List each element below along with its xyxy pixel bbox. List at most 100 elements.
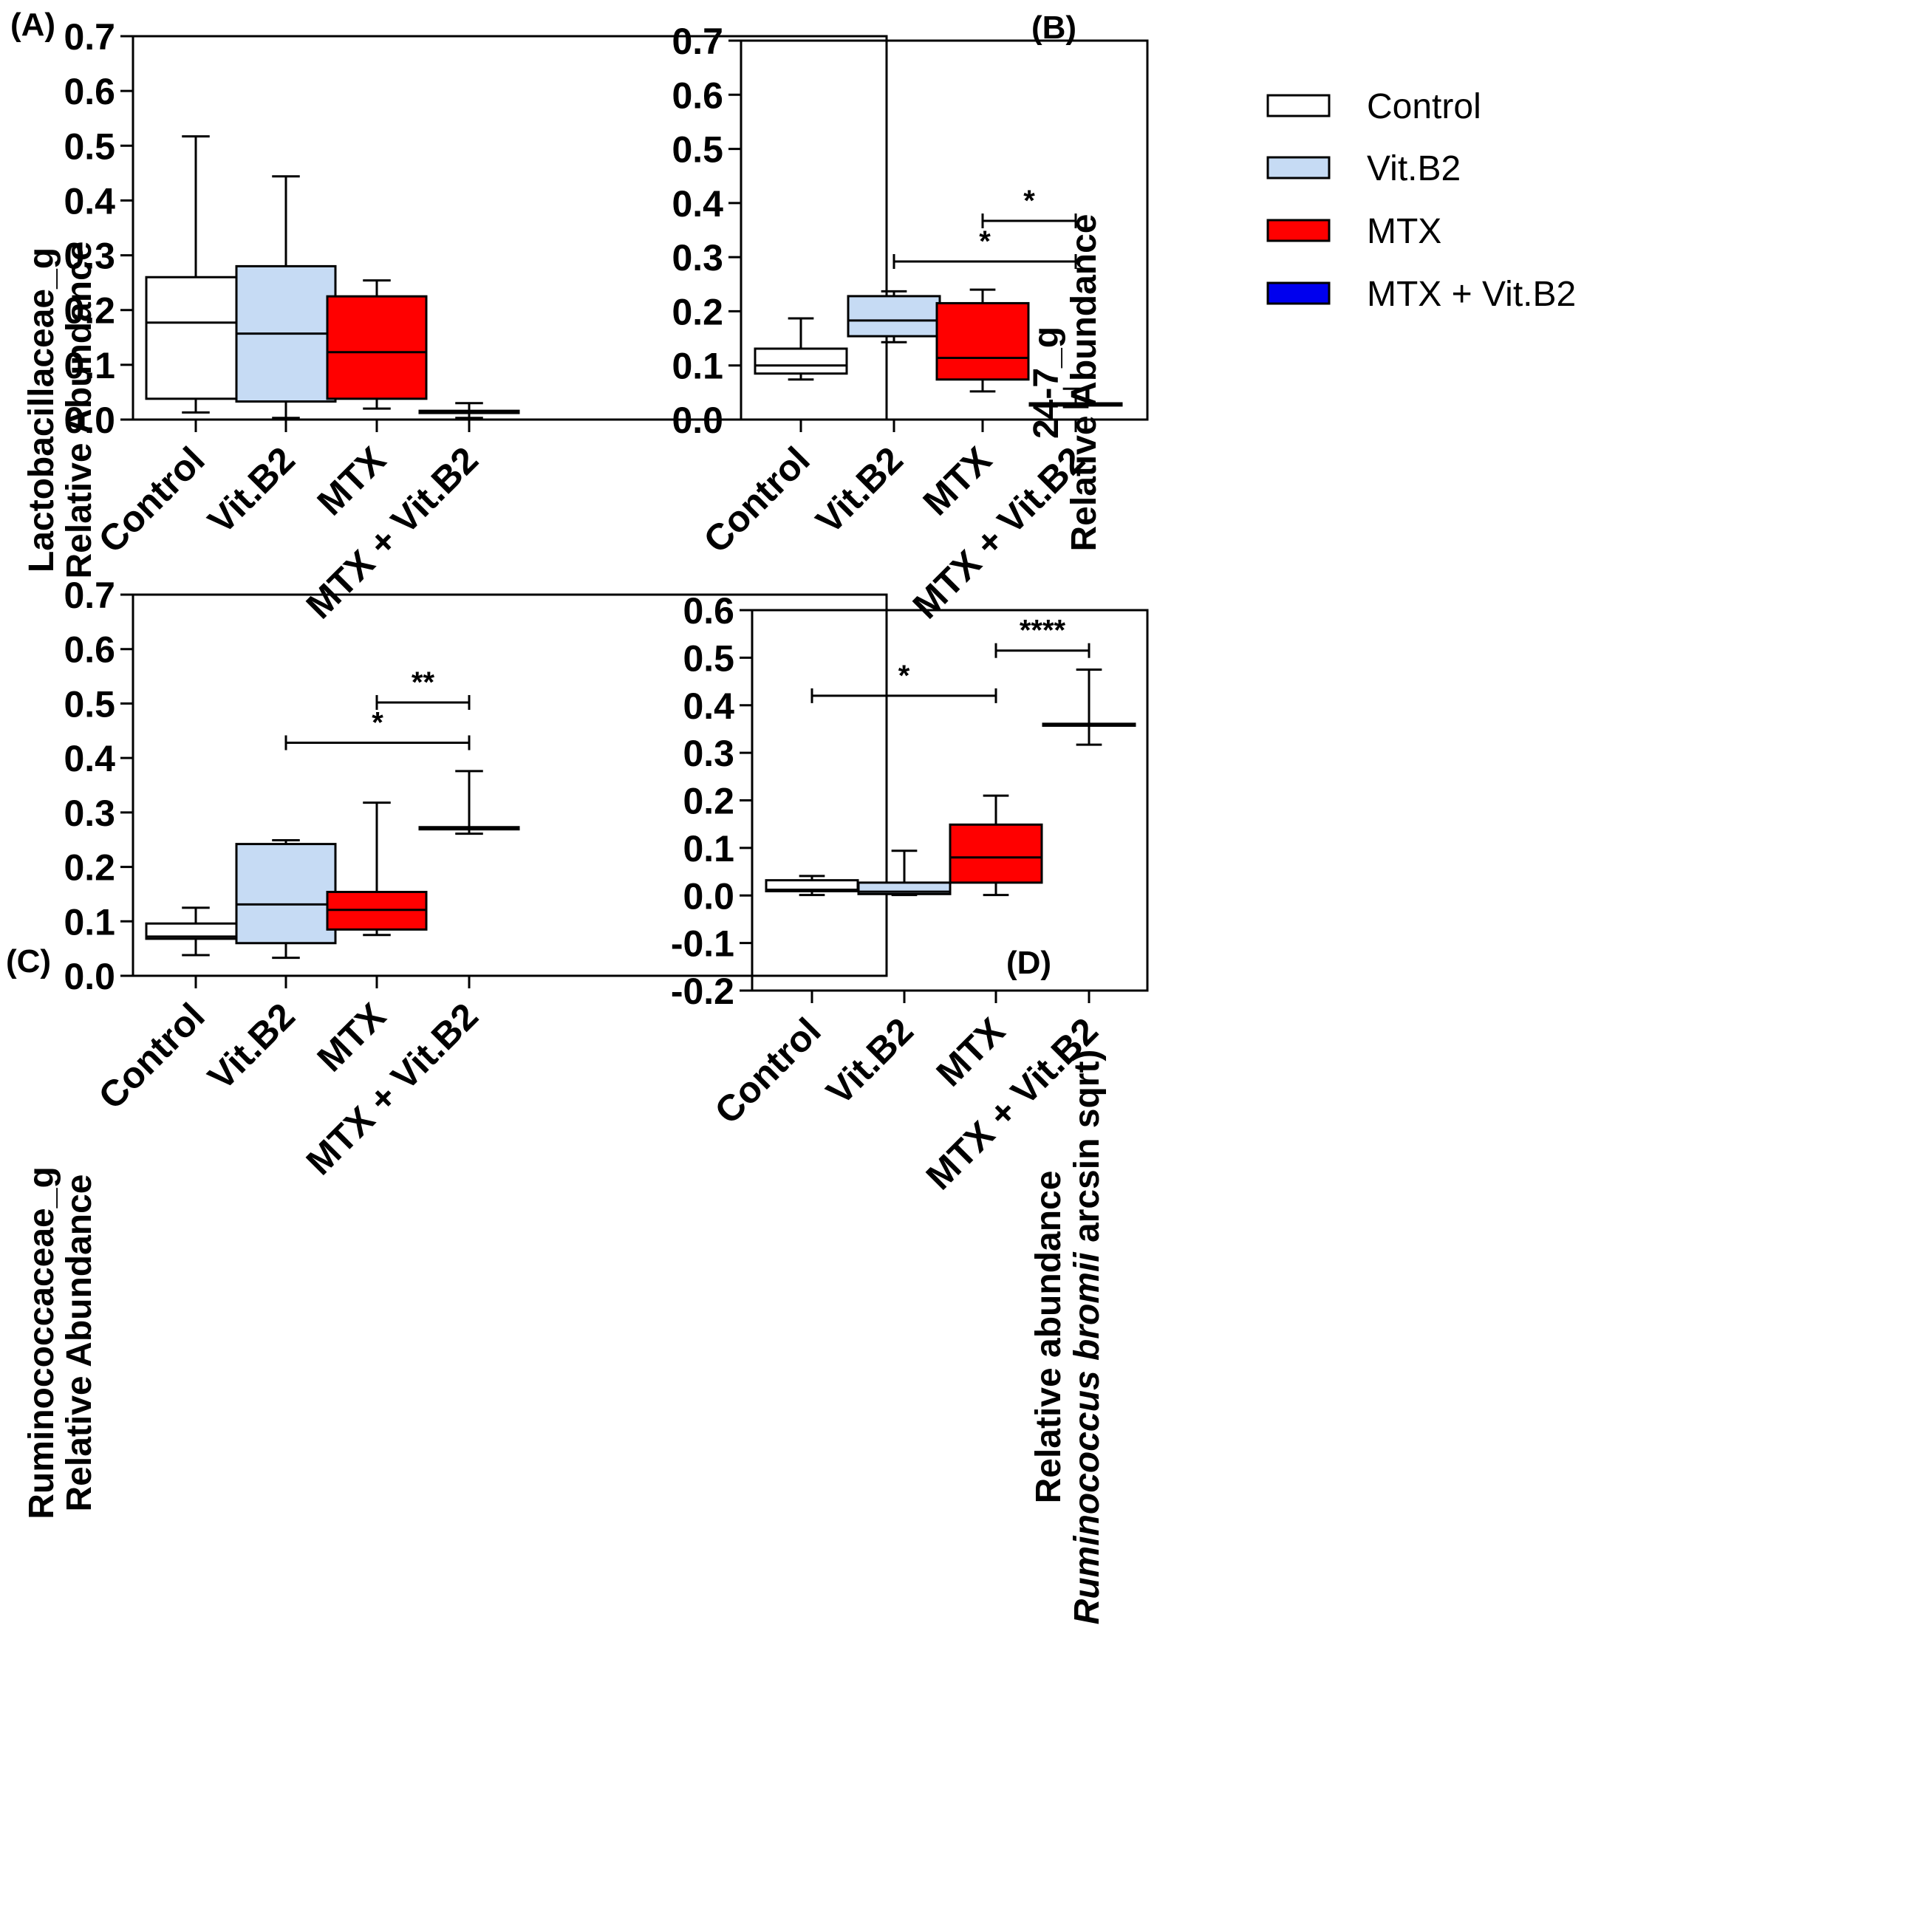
- panel-a-ytick-label: 0.4: [64, 180, 115, 222]
- panel-c-box-control: [145, 906, 247, 957]
- panel-b-box-body: [935, 301, 1030, 381]
- panel-a-ytick-label: 0.7: [64, 16, 115, 58]
- panel-a-box-body: [145, 276, 247, 400]
- panel-b-xtick-label-control: Control: [696, 439, 818, 561]
- panel-a-ytick-label: 0.5: [64, 126, 115, 167]
- panel-a-label: (A): [10, 7, 55, 43]
- panel-b-ytick-label: 0.2: [672, 291, 723, 332]
- panel-a-box-vit-b2: [235, 175, 337, 420]
- panel-d-xtick-label-vit-b2: Vit.B2: [819, 1010, 921, 1112]
- panel-c-significance-label: **: [412, 666, 435, 699]
- panel-c-box-mtx-vit-b2: [418, 770, 520, 835]
- panel-c-ytick-label: 0.1: [64, 901, 115, 943]
- legend-swatch-mtx-vitb2: [1266, 281, 1331, 305]
- panel-d-box-body: [949, 823, 1043, 884]
- panel-b-significance-label: *: [1023, 185, 1035, 217]
- panel-a-box-mtx-vit-b2: [418, 402, 520, 420]
- panel-d-xtick-label-mtx: MTX: [929, 1010, 1013, 1094]
- panel-b-box-vit-b2: [847, 290, 941, 343]
- panel-b-ylabel-line2: Relative Abundance: [1065, 213, 1104, 551]
- panel-d-ytick-label: 0.6: [683, 590, 734, 632]
- panel-d-ytick-label: 0.0: [683, 875, 734, 917]
- legend-label-vitb2: Vit.B2: [1367, 149, 1461, 188]
- panel-b-ylabel-line1: 24-7_g: [1027, 326, 1066, 439]
- legend: Control Vit.B2 MTX MTX + Vit.B2: [1266, 87, 1576, 314]
- panel-a-ylabel-line1: Lactobacillaceae_g: [22, 247, 61, 572]
- panel-b-box-control: [754, 317, 848, 381]
- panel-b-xtick-label-mtx: MTX: [915, 439, 1000, 523]
- panel-a-ytick-label: 0.2: [64, 290, 115, 332]
- panel-d-box-control: [765, 875, 859, 897]
- panel-b-xtick-label-vit-b2: Vit.B2: [808, 439, 911, 541]
- legend-swatch-vitb2: [1266, 156, 1331, 179]
- panel-d-ytick-label: 0.1: [683, 828, 734, 869]
- panel-c-xtick-label-control: Control: [91, 995, 213, 1117]
- panel-c-ytick-label: 0.7: [64, 575, 115, 616]
- panel-a-xtick-label-vit-b2: Vit.B2: [200, 439, 303, 541]
- panel-c-box-body: [235, 843, 337, 945]
- panel-a-ytick-label: 0.1: [64, 345, 115, 386]
- legend-label-mtx-vitb2: MTX + Vit.B2: [1367, 275, 1576, 314]
- panel-d-significance-label: ****: [1020, 615, 1066, 647]
- panel-d-box-vit-b2: [857, 849, 952, 897]
- panel-b-ytick-label: 0.5: [672, 129, 723, 171]
- panel-d-ylabel-line1: Relative abundance: [1029, 1171, 1068, 1504]
- panel-c-significance-bracket: **: [375, 666, 471, 710]
- panel-a-xtick-label-control: Control: [91, 439, 213, 561]
- panel-d-ytick-label: 0.4: [683, 685, 734, 727]
- panel-c-ytick-label: 0.6: [64, 629, 115, 671]
- panel-a-box-mtx: [326, 279, 428, 410]
- panel-a-ytick-label: 0.6: [64, 71, 115, 112]
- panel-b: (B) 24-7_g Relative Abundance Control Vi…: [672, 10, 1576, 626]
- panel-c-significance-label: *: [372, 707, 383, 739]
- panel-a-box-control: [145, 135, 247, 414]
- panel-d-significance-bracket: ****: [994, 615, 1090, 658]
- panel-b-ytick-label: 0.0: [672, 400, 723, 441]
- panel-d-ytick-label: 0.2: [683, 781, 734, 822]
- panel-b-significance-label: *: [979, 225, 991, 258]
- panel-d-ytick-label: 0.3: [683, 733, 734, 774]
- panel-c-ylabel-line2: Relative Abundance: [60, 1174, 99, 1511]
- panel-c: (C) Ruminococcaceae_g Relative Abundance…: [6, 575, 888, 1519]
- panel-b-significance-bracket: *: [981, 185, 1077, 229]
- panel-a-plot-frame: [132, 35, 888, 421]
- panel-d-plot-frame: [751, 609, 1149, 992]
- panel-a-ylabel-line2: Relative Abundance: [60, 241, 99, 578]
- panel-c-ytick-label: 0.0: [64, 956, 115, 997]
- legend-swatch-control: [1266, 94, 1331, 117]
- legend-label-mtx: MTX: [1367, 212, 1441, 251]
- panel-c-box-mtx: [326, 801, 428, 937]
- panel-b-plot-frame: [740, 39, 1149, 421]
- panel-d-significance-bracket: *: [810, 660, 997, 703]
- panel-b-ytick-label: 0.6: [672, 75, 723, 116]
- panel-a-box-body: [326, 295, 428, 400]
- panel-b-ytick-label: 0.7: [672, 21, 723, 62]
- panel-b-box-body: [847, 295, 941, 338]
- panel-d: (D) Relative abundance Ruminococcus brom…: [671, 590, 1149, 1625]
- panel-b-ytick-label: 0.3: [672, 237, 723, 278]
- panel-c-significance-bracket: *: [284, 707, 471, 750]
- legend-swatch-mtx: [1266, 219, 1331, 242]
- panel-c-plot-frame: [132, 593, 888, 977]
- panel-d-box-mtx-vit-b2: [1042, 668, 1136, 746]
- panel-c-ytick-label: 0.4: [64, 738, 115, 779]
- panel-c-box-vit-b2: [235, 838, 337, 960]
- panel-d-ylabel-suffix: arcsin sqrt): [1068, 1050, 1107, 1253]
- panel-d-ylabel-species: Ruminococcus bromii: [1068, 1251, 1107, 1625]
- legend-label-control: Control: [1367, 87, 1481, 126]
- panel-b-box-body: [754, 347, 848, 375]
- panel-d-label: (D): [1006, 945, 1051, 981]
- panel-d-significance-label: *: [898, 660, 910, 692]
- panel-d-ylabel-line2: Ruminococcus bromii arcsin sqrt): [1068, 1050, 1107, 1625]
- panel-b-ytick-label: 0.4: [672, 183, 723, 225]
- panel-c-ytick-label: 0.3: [64, 793, 115, 834]
- panel-b-box-mtx-vit-b2: [1028, 387, 1123, 408]
- panel-c-label: (C): [6, 943, 51, 979]
- panel-a-ytick-label: 0.3: [64, 236, 115, 277]
- panel-d-xtick-label-control: Control: [707, 1010, 829, 1132]
- panel-a-ytick-label: 0.0: [64, 400, 115, 441]
- panel-d-ytick-label: 0.5: [683, 637, 734, 679]
- panel-c-xtick-label-mtx: MTX: [310, 995, 394, 1079]
- panel-b-significance-bracket: *: [892, 225, 1077, 270]
- panel-c-ytick-label: 0.2: [64, 847, 115, 889]
